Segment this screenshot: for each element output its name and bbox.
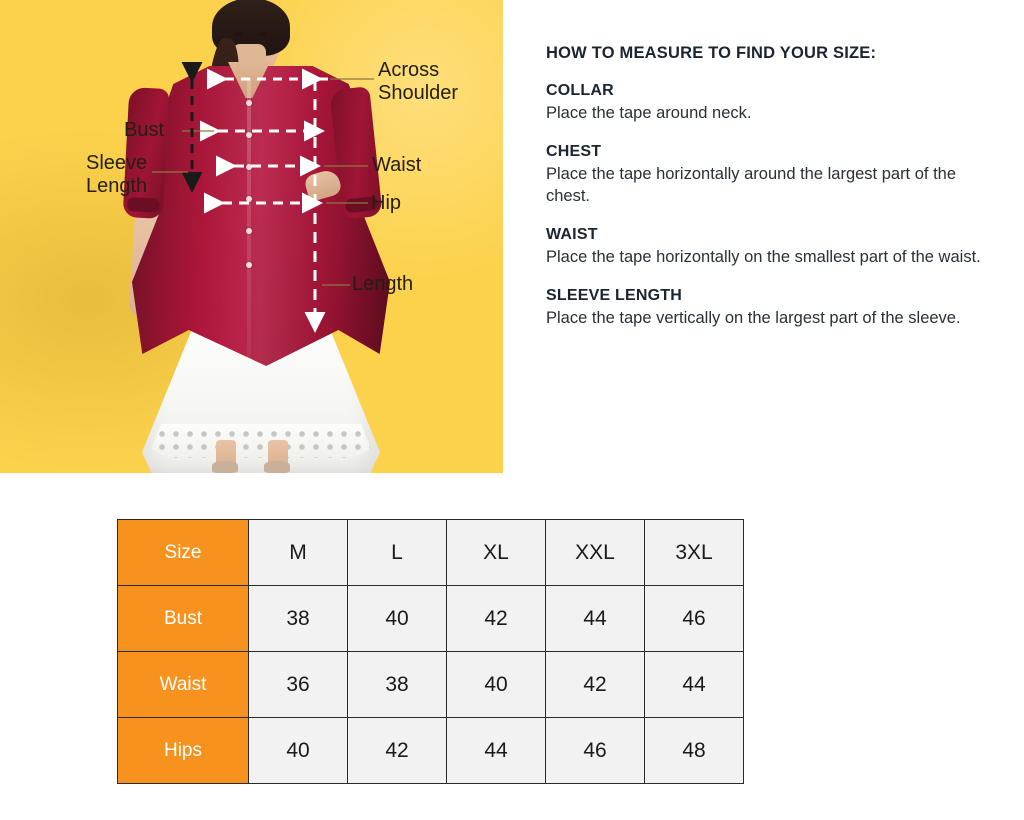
model-illustration: [120, 0, 400, 473]
table-colheader-l: L: [347, 519, 447, 586]
table-cell-waist-m: 36: [248, 651, 348, 718]
button-dot: [246, 164, 252, 170]
label-bust: Bust: [124, 119, 165, 141]
table-cell-bust-l: 40: [347, 585, 447, 652]
measurement-diagram-panel: Across Shoulder Bust Sleeve Length Waist…: [0, 0, 503, 473]
table-cell-waist-3xl: 44: [644, 651, 744, 718]
button-dot: [246, 100, 252, 106]
instruction-body-collar: Place the tape around neck.: [546, 104, 752, 122]
table-row-waist: Waist 36 38 40 42 44: [117, 651, 744, 718]
table-cell-bust-xxl: 44: [545, 585, 645, 652]
instruction-heading-waist: WAIST: [546, 225, 598, 243]
table-row-size: Size M L XL XXL 3XL: [117, 519, 744, 586]
label-hip: Hip: [371, 192, 402, 214]
button-placket: [247, 78, 251, 368]
instruction-heading-sleeve-length: SLEEVE LENGTH: [546, 286, 682, 304]
label-sleeve-length: Sleeve Length: [86, 152, 148, 197]
label-length: Length: [352, 273, 414, 295]
size-table: Size M L XL XXL 3XL Bust 38 40 42 44 46 Waist 36 38 40 4…: [117, 519, 744, 784]
table-colheader-xl: XL: [446, 519, 546, 586]
instruction-body-sleeve-length: Place the tape vertically on the largest…: [546, 308, 961, 327]
how-to-measure-section: HOW TO MEASURE TO FIND YOUR SIZE: COLLAR…: [546, 44, 986, 330]
table-cell-waist-xxl: 42: [545, 651, 645, 718]
table-rowheader-hips: Hips: [117, 717, 249, 784]
table-row-bust: Bust 38 40 42 44 46: [117, 585, 744, 652]
table-rowheader-size: Size: [117, 519, 249, 586]
table-cell-waist-xl: 40: [446, 651, 546, 718]
table-cell-bust-xl: 42: [446, 585, 546, 652]
table-cell-hips-xl: 44: [446, 717, 546, 784]
table-cell-waist-l: 38: [347, 651, 447, 718]
eye-right: [258, 32, 267, 36]
instruction-block-waist: WAIST Place the tape horizontally on the…: [546, 226, 986, 269]
button-dot: [246, 132, 252, 138]
instruction-body-waist: Place the tape horizontally on the small…: [546, 247, 981, 266]
eye-left: [234, 32, 243, 36]
skirt-lace-trim: [151, 424, 371, 458]
legs: [210, 440, 306, 473]
instruction-heading-chest: CHEST: [546, 142, 602, 160]
button-dot: [246, 196, 252, 202]
shoe-left: [212, 461, 238, 473]
cuff-left: [126, 197, 160, 213]
label-waist: Waist: [372, 154, 422, 176]
table-cell-bust-m: 38: [248, 585, 348, 652]
instruction-block-sleeve-length: SLEEVE LENGTH Place the tape vertically …: [546, 287, 986, 330]
table-cell-bust-3xl: 46: [644, 585, 744, 652]
instruction-block-chest: CHEST Place the tape horizontally around…: [546, 143, 986, 208]
table-colheader-xxl: XXL: [545, 519, 645, 586]
button-dot: [246, 228, 252, 234]
table-colheader-m: M: [248, 519, 348, 586]
how-to-measure-title: HOW TO MEASURE TO FIND YOUR SIZE:: [546, 44, 877, 62]
table-colheader-3xl: 3XL: [644, 519, 744, 586]
table-cell-hips-3xl: 48: [644, 717, 744, 784]
table-rowheader-waist: Waist: [117, 651, 249, 718]
shoe-right: [264, 461, 290, 473]
table-rowheader-bust: Bust: [117, 585, 249, 652]
table-cell-hips-m: 40: [248, 717, 348, 784]
table-row-hips: Hips 40 42 44 46 48: [117, 717, 744, 784]
instruction-block-collar: COLLAR Place the tape around neck.: [546, 82, 986, 125]
table-cell-hips-xxl: 46: [545, 717, 645, 784]
instruction-body-chest: Place the tape horizontally around the l…: [546, 164, 957, 205]
instruction-heading-collar: COLLAR: [546, 82, 614, 99]
button-dot: [246, 262, 252, 268]
label-across-shoulder: Across Shoulder: [378, 59, 459, 104]
table-cell-hips-l: 42: [347, 717, 447, 784]
